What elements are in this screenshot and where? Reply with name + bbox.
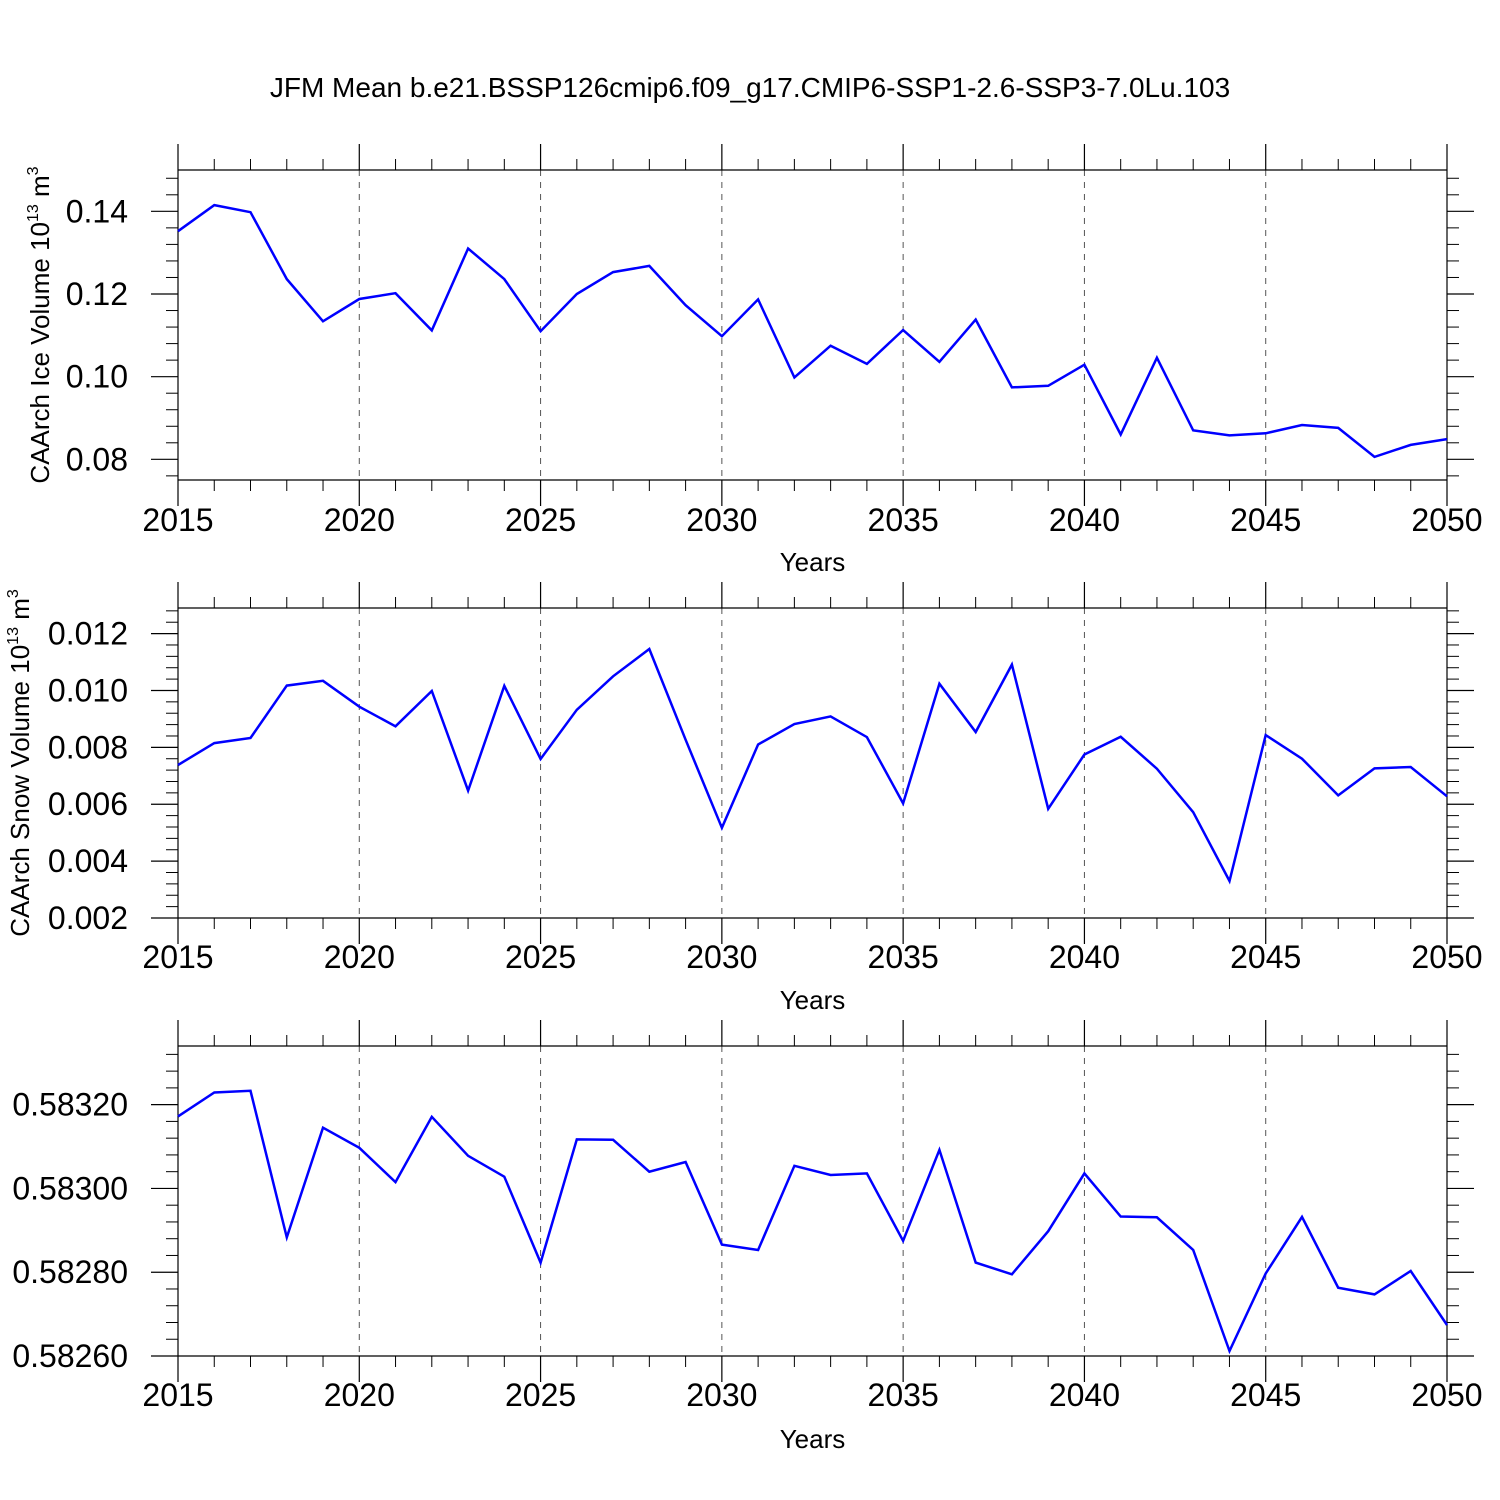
ice-volume-chart: 2015 2020 2025 2030 2035 2040 2045 2050 0.08 0.10… [25, 144, 1483, 577]
figure-title: JFM Mean b.e21.BSSP126cmip6.f09_g17.CMIP… [270, 72, 1230, 103]
x-tick-label: 2015 [142, 939, 213, 975]
third-variable-chart: 2015 2020 2025 2030 2035 2040 2045 2050 0.58260 0… [12, 1020, 1483, 1454]
series-line [177, 647, 1448, 885]
x-axis-label: Years [780, 985, 846, 1015]
y-tick-label: 0.006 [48, 786, 128, 822]
x-tick-label: 2030 [686, 939, 757, 975]
y-tick-label: 0.58320 [12, 1087, 128, 1123]
y-axis-label: CAArch Snow Volume 1013 m3 [5, 589, 35, 937]
y-axis-label: CAArch Ice Volume 1013 m3 [25, 166, 55, 483]
y-tick-label: 0.58260 [12, 1338, 128, 1374]
y-tick-label: 0.002 [48, 900, 128, 936]
x-tick-label: 2040 [1049, 1377, 1120, 1413]
x-tick-label: 2020 [324, 939, 395, 975]
y-tick-label: 0.008 [48, 729, 128, 765]
x-tick-label: 2030 [686, 1377, 757, 1413]
x-tick-label: 2050 [1411, 1377, 1482, 1413]
x-tick-label: 2030 [686, 502, 757, 538]
x-tick-label: 2050 [1411, 939, 1482, 975]
y-tick-label: 0.58280 [12, 1254, 128, 1290]
y-tick-label: 0.12 [66, 276, 128, 312]
x-tick-label: 2035 [868, 502, 939, 538]
y-tick-label: 0.58300 [12, 1170, 128, 1206]
x-tick-label: 2025 [505, 502, 576, 538]
x-tick-label: 2040 [1049, 502, 1120, 538]
x-tick-label: 2050 [1411, 502, 1482, 538]
x-tick-label: 2045 [1230, 939, 1301, 975]
snow-volume-chart: 2015 2020 2025 2030 2035 2040 2045 2050 0.002 0.0… [5, 582, 1483, 1015]
x-tick-label: 2045 [1230, 1377, 1301, 1413]
series-line [177, 203, 1448, 459]
x-axis-label: Years [780, 1424, 846, 1454]
y-tick-label: 0.004 [48, 843, 128, 879]
y-tick-label: 0.012 [48, 616, 128, 652]
x-tick-label: 2040 [1049, 939, 1120, 975]
x-tick-label: 2035 [868, 1377, 939, 1413]
x-axis-label: Years [780, 547, 846, 577]
x-tick-label: 2045 [1230, 502, 1301, 538]
x-tick-label: 2015 [142, 1377, 213, 1413]
x-tick-label: 2020 [324, 502, 395, 538]
x-tick-label: 2020 [324, 1377, 395, 1413]
x-tick-label: 2035 [868, 939, 939, 975]
y-tick-label: 0.010 [48, 672, 128, 708]
y-tick-label: 0.10 [66, 359, 128, 395]
y-tick-label: 0.08 [66, 441, 128, 477]
x-tick-label: 2025 [505, 1377, 576, 1413]
x-tick-label: 2025 [505, 939, 576, 975]
series-line [177, 1089, 1449, 1355]
y-tick-label: 0.14 [66, 193, 128, 229]
x-tick-label: 2015 [142, 502, 213, 538]
